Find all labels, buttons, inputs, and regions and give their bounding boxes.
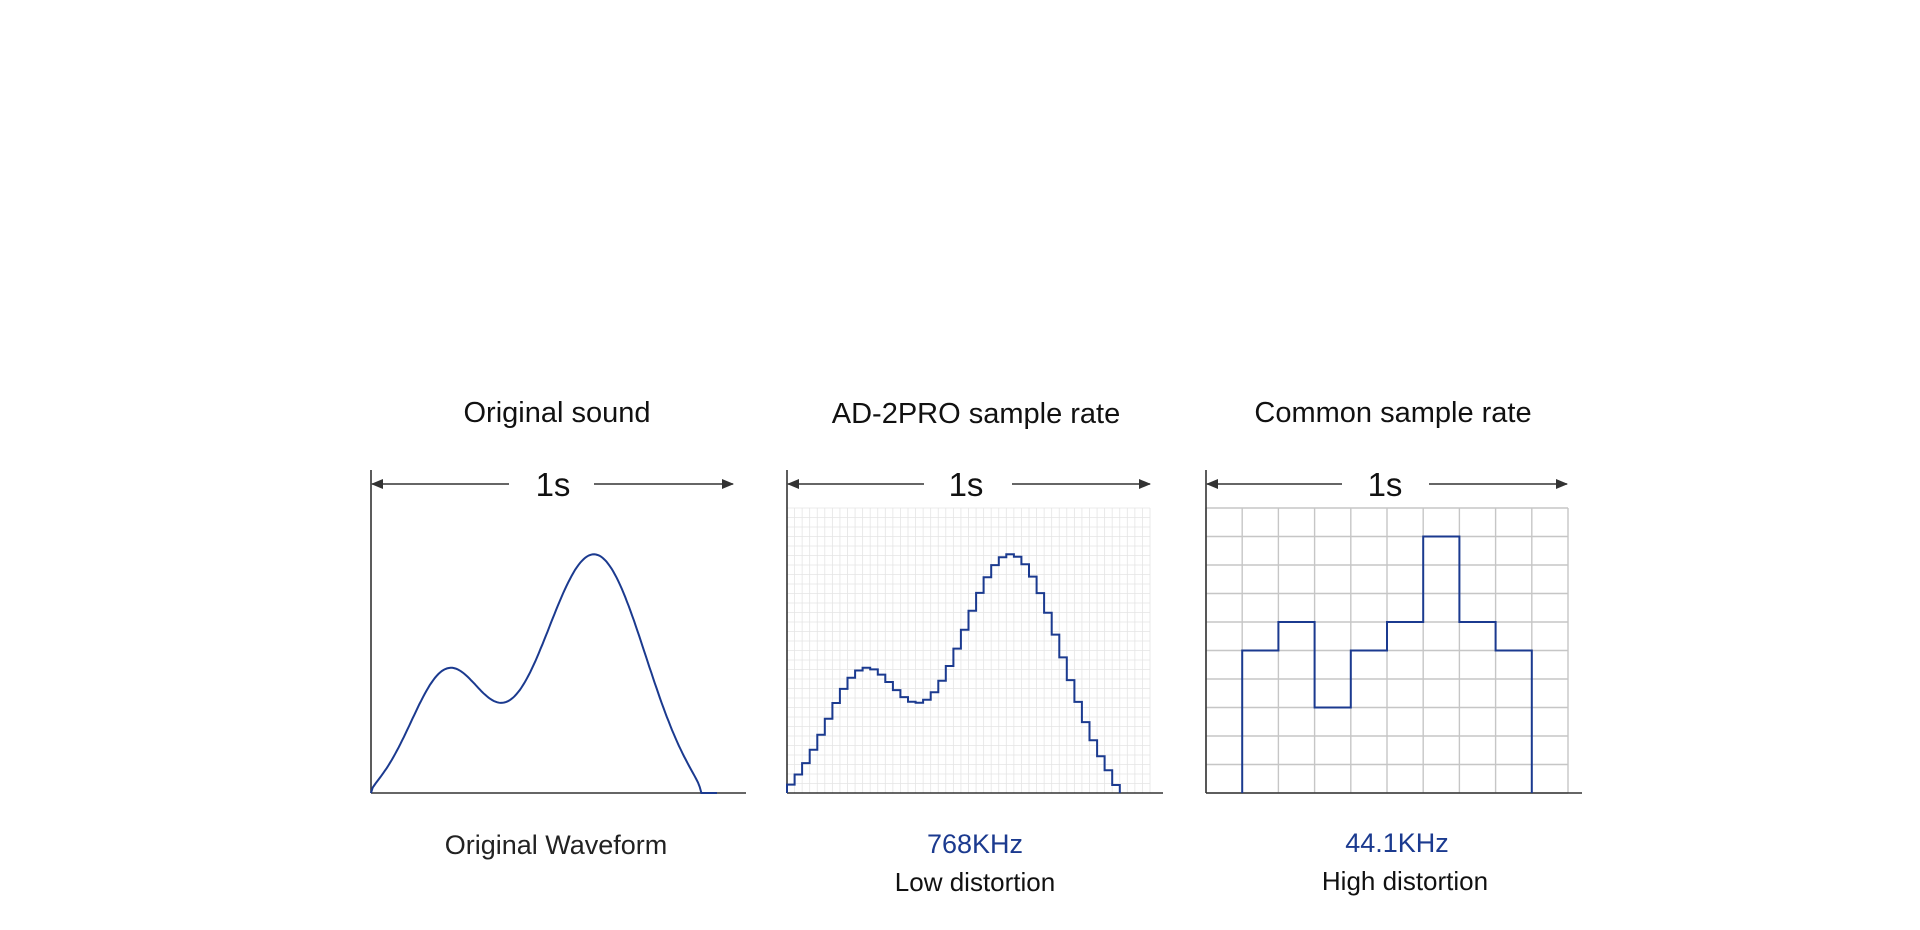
panel-ad2pro-sample-rate: AD-2PRO sample rate 1s 768KHz Low distor… <box>786 398 1163 897</box>
panel-common-sample-rate: Common sample rate 1s 44.1KHz High disto… <box>1205 397 1582 896</box>
sample-rate-value: 768KHz <box>927 829 1023 859</box>
panel-title: Common sample rate <box>1254 397 1531 429</box>
distortion-label: High distortion <box>1322 866 1488 896</box>
panel-title: Original sound <box>464 397 651 429</box>
span-label: 1s <box>949 466 984 503</box>
panel-title: AD-2PRO sample rate <box>832 398 1121 430</box>
sampled-waveform-steps-coarse <box>1241 535 1533 793</box>
sampled-waveform-plot <box>786 470 1163 794</box>
span-label: 1s <box>1368 466 1403 503</box>
waveform-plot <box>370 470 746 794</box>
span-label: 1s <box>536 466 571 503</box>
panel-original-sound: Original sound 1s Original Waveform <box>370 397 746 860</box>
distortion-label: Low distortion <box>895 867 1055 897</box>
sampled-waveform-steps-fine <box>786 553 1121 793</box>
sample-rate-value: 44.1KHz <box>1345 828 1449 858</box>
sampled-waveform-plot <box>1205 470 1582 794</box>
original-waveform-curve <box>370 553 717 794</box>
caption-primary: Original Waveform <box>445 830 668 860</box>
